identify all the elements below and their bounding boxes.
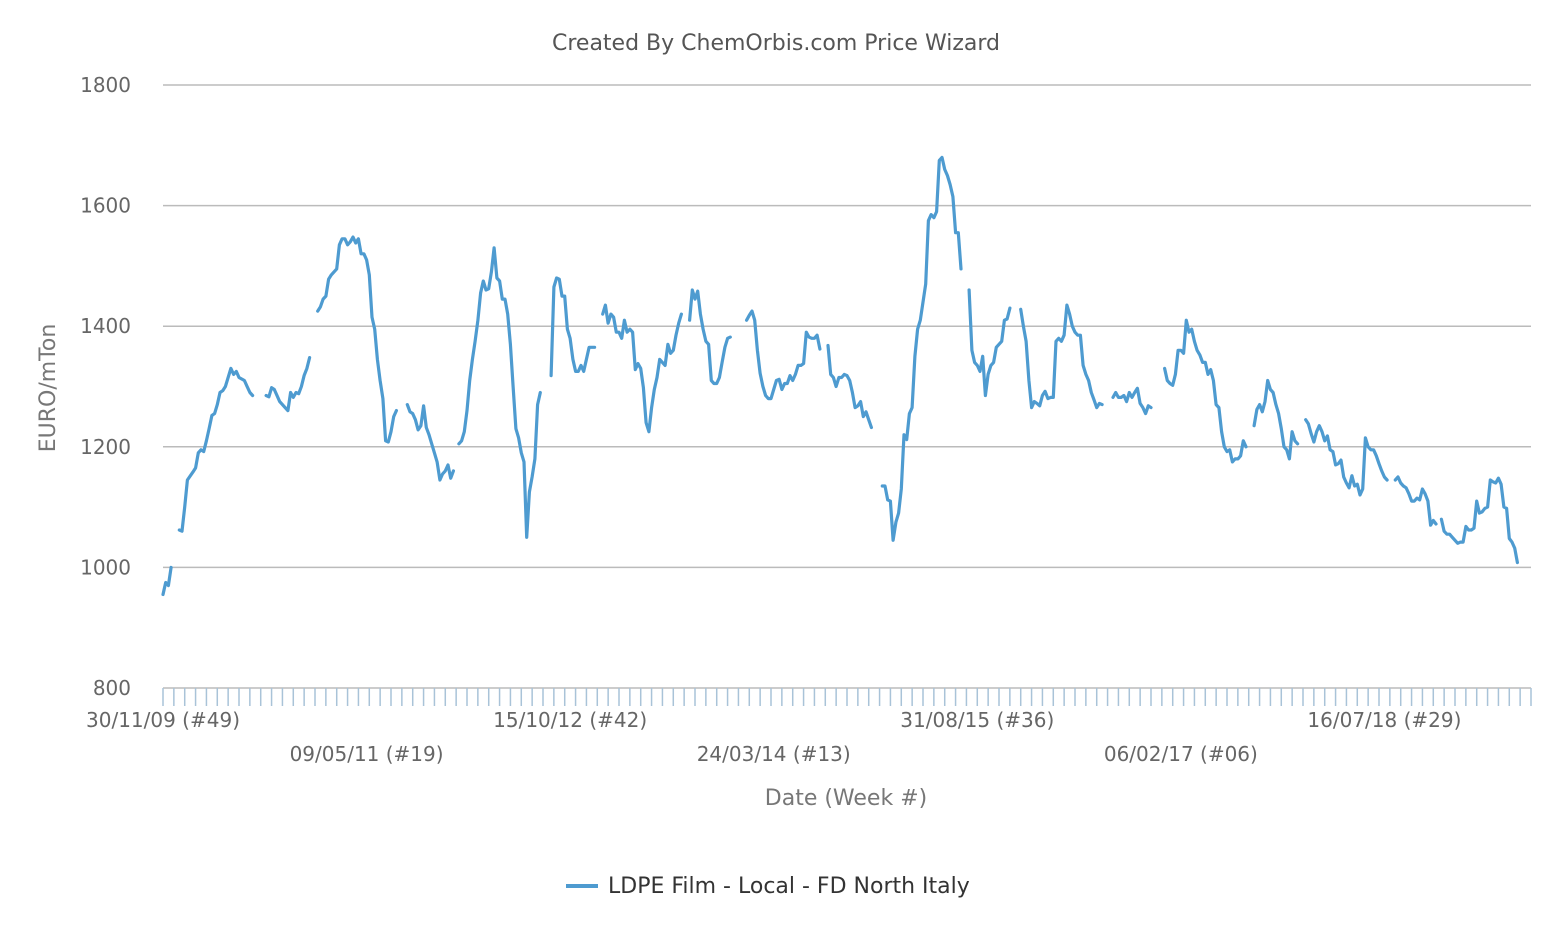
- y-axis-title: EURO/mTon: [36, 324, 61, 453]
- x-tick-label: 24/03/14 (#13): [697, 742, 851, 766]
- series-line-segment: [967, 288, 1012, 398]
- x-tick-label: 06/02/17 (#06): [1104, 742, 1258, 766]
- series-line-segment: [880, 155, 963, 542]
- legend-label: LDPE Film - Local - FD North Italy: [608, 874, 970, 899]
- y-tick-label: 1000: [80, 555, 131, 579]
- series-line-segment: [1252, 378, 1300, 461]
- x-tick-label: 30/11/09 (#49): [86, 708, 240, 732]
- y-tick-label: 1400: [80, 314, 131, 338]
- series-line-segment: [457, 246, 542, 539]
- y-tick-label: 1800: [80, 73, 131, 97]
- series-line-segment: [688, 288, 732, 386]
- series-line-segment: [826, 343, 873, 430]
- chart-title: Created By ChemOrbis.com Price Wizard: [552, 31, 1000, 56]
- series-line-segment: [549, 276, 597, 378]
- series-line-segment: [1111, 386, 1153, 416]
- series-line-segment: [1304, 418, 1389, 497]
- gridlines: [163, 84, 1531, 689]
- y-tick-label: 1600: [80, 194, 131, 218]
- series-line-segment: [177, 366, 255, 533]
- series-line-segment: [405, 403, 455, 482]
- x-axis-title: Date (Week #): [765, 786, 927, 811]
- series-line-segment: [745, 309, 822, 401]
- x-tick-label: 16/07/18 (#29): [1307, 708, 1461, 732]
- series-line-segment: [1163, 318, 1248, 464]
- y-tick-label: 1200: [80, 435, 131, 459]
- x-tick-label: 09/05/11 (#19): [290, 742, 444, 766]
- legend[interactable]: LDPE Film - Local - FD North Italy: [566, 874, 970, 899]
- series-lines: [161, 155, 1519, 597]
- series-line-segment: [161, 565, 173, 597]
- series-line-segment: [316, 235, 398, 444]
- x-axis-tick-marks: [162, 688, 1532, 706]
- series-line-segment: [264, 356, 312, 413]
- x-tick-label: 15/10/12 (#42): [493, 708, 647, 732]
- series-line-segment: [1439, 476, 1519, 565]
- x-axis-tick-labels: 30/11/09 (#49) 09/05/11 (#19) 15/10/12 (#4…: [86, 708, 1461, 766]
- series-line-segment: [601, 303, 683, 434]
- y-axis-tick-labels: 800 1000 1200 1400 1600 1800: [80, 73, 131, 700]
- series-line-segment: [1393, 475, 1438, 527]
- y-tick-label: 800: [93, 676, 131, 700]
- x-tick-label: 31/08/15 (#36): [900, 708, 1054, 732]
- series-line-segment: [1019, 303, 1104, 410]
